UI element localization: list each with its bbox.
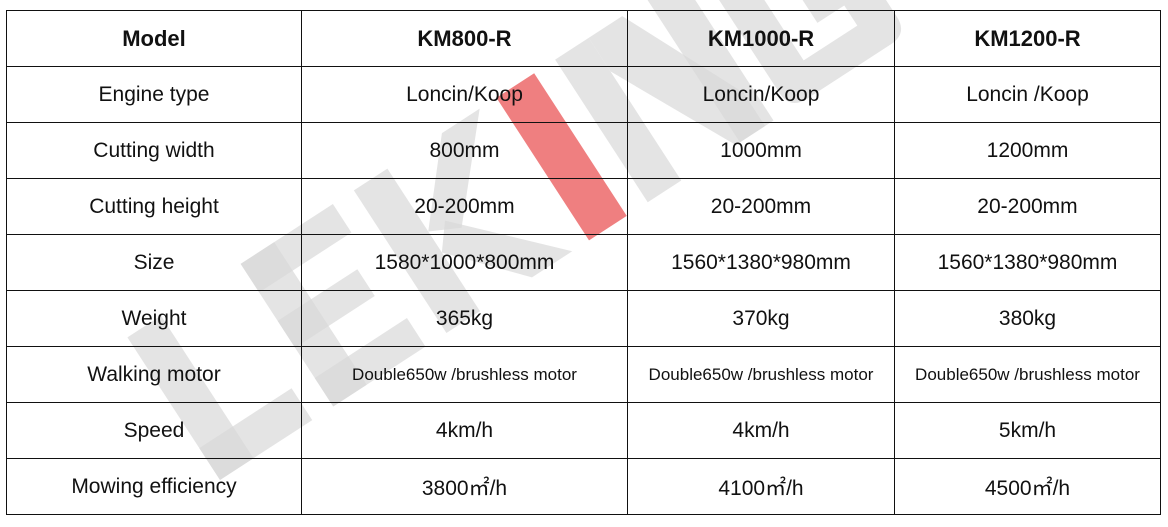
table-row: Weight 365kg 370kg 380kg (6, 290, 1161, 347)
spec-table: Model KM800-R KM1000-R KM1200-R Engine t… (6, 10, 1161, 515)
row-label: Cutting height (6, 178, 302, 235)
spec-cell: Double650w /brushless motor (894, 346, 1161, 403)
spec-cell: 4km/h (301, 402, 628, 459)
spec-cell: 20-200mm (894, 178, 1161, 235)
row-label: Cutting width (6, 122, 302, 179)
spec-cell: Double650w /brushless motor (301, 346, 628, 403)
spec-cell: 1560*1380*980mm (627, 234, 895, 291)
table-row: Cutting width 800mm 1000mm 1200mm (6, 122, 1161, 179)
spec-cell: 4km/h (627, 402, 895, 459)
spec-cell: 1580*1000*800mm (301, 234, 628, 291)
row-label: Size (6, 234, 302, 291)
spec-cell: 365kg (301, 290, 628, 347)
spec-cell: 1200mm (894, 122, 1161, 179)
spec-cell: 380kg (894, 290, 1161, 347)
table-row: Engine type Loncin/Koop Loncin/Koop Loncin … (6, 66, 1161, 123)
spec-cell: 3800㎡/h (301, 458, 628, 515)
header-cell: KM800-R (301, 10, 628, 67)
table-row: Cutting height 20-200mm 20-200mm 20-200mm (6, 178, 1161, 235)
table-row: Size 1580*1000*800mm 1560*1380*980mm 1560*1… (6, 234, 1161, 291)
spec-cell: 4500㎡/h (894, 458, 1161, 515)
row-label: Walking motor (6, 346, 302, 403)
spec-cell: Double650w /brushless motor (627, 346, 895, 403)
spec-cell: 20-200mm (301, 178, 628, 235)
header-cell: KM1000-R (627, 10, 895, 67)
spec-cell: 1560*1380*980mm (894, 234, 1161, 291)
table-row: Mowing efficiency 3800㎡/h 4100㎡/h 4500㎡/h (6, 458, 1161, 515)
header-row: Model KM800-R KM1000-R KM1200-R (6, 10, 1161, 67)
spec-cell: 1000mm (627, 122, 895, 179)
header-cell: KM1200-R (894, 10, 1161, 67)
row-label: Mowing efficiency (6, 458, 302, 515)
row-label: Weight (6, 290, 302, 347)
row-label: Engine type (6, 66, 302, 123)
table-row: Walking motor Double650w /brushless motor… (6, 346, 1161, 403)
spec-cell: Loncin /Koop (894, 66, 1161, 123)
table-row: Speed 4km/h 4km/h 5km/h (6, 402, 1161, 459)
row-label: Speed (6, 402, 302, 459)
spec-cell: 800mm (301, 122, 628, 179)
header-cell: Model (6, 10, 302, 67)
spec-cell: 5km/h (894, 402, 1161, 459)
spec-cell: 20-200mm (627, 178, 895, 235)
spec-cell: 4100㎡/h (627, 458, 895, 515)
spec-cell: Loncin/Koop (301, 66, 628, 123)
spec-cell: 370kg (627, 290, 895, 347)
spec-cell: Loncin/Koop (627, 66, 895, 123)
